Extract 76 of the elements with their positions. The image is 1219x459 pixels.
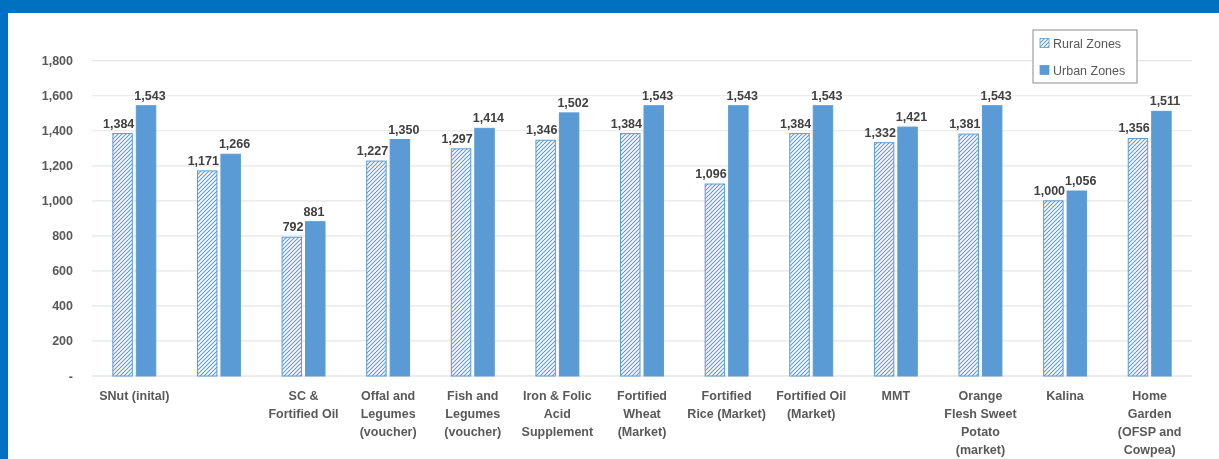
x-tick-label: SNut (inital) — [99, 389, 170, 403]
y-tick-label: 1,800 — [41, 54, 74, 69]
x-tick-label: Orange Flesh Sweet Potato (market) — [944, 389, 1018, 457]
data-label: 1,543 — [642, 88, 674, 103]
data-label: 1,384 — [779, 116, 812, 131]
x-tick-label: SC & Fortified Oil — [268, 389, 339, 421]
bar — [366, 160, 387, 377]
bar — [135, 105, 157, 377]
y-tick-label: 1,400 — [41, 124, 74, 139]
data-label: 881 — [303, 204, 325, 219]
x-tick-label: Fortified Wheat (Market) — [617, 389, 667, 439]
data-label: 1,266 — [218, 137, 251, 152]
data-label: 1,056 — [1065, 174, 1097, 189]
bar — [220, 153, 241, 377]
bar — [1043, 200, 1064, 377]
legend-label: Rural Zones — [1053, 36, 1122, 51]
bar — [1151, 110, 1172, 377]
x-tick-label: Iron & Folic Acid Supplement — [521, 389, 594, 439]
x-tick-label: Fish and Legumes (voucher) — [444, 389, 502, 439]
data-label: 1,511 — [1149, 94, 1181, 109]
bar — [1066, 190, 1088, 377]
bar — [389, 139, 411, 377]
data-label: 1,227 — [356, 144, 389, 159]
data-label: 1,384 — [103, 116, 135, 131]
bar — [450, 148, 472, 377]
bar — [1127, 137, 1149, 377]
x-tick-label: Fortified Oil (Market) — [776, 389, 847, 421]
data-label: 1,543 — [134, 88, 166, 103]
y-tick-label: 600 — [52, 264, 74, 279]
bar — [620, 133, 641, 377]
data-label: 1,543 — [811, 88, 843, 103]
y-tick-label: - — [68, 369, 73, 384]
y-tick-label: 200 — [52, 334, 74, 349]
bar — [281, 236, 303, 377]
bar — [704, 183, 726, 377]
data-label: 1,543 — [726, 88, 758, 103]
data-label: 1,356 — [1118, 121, 1150, 136]
y-tick-label: 1,200 — [41, 159, 74, 174]
data-label: 1,297 — [441, 131, 473, 146]
data-label: 1,171 — [187, 153, 219, 168]
y-tick-label: 1,000 — [41, 194, 74, 209]
bar — [643, 105, 664, 377]
data-label: 1,543 — [980, 88, 1012, 103]
x-tick-label: Fortified Rice (Market) — [687, 389, 766, 421]
data-label: 1,414 — [472, 111, 505, 126]
bar — [812, 105, 834, 377]
data-label: 1,332 — [864, 125, 896, 140]
x-tick-label: Offal and Legumes (voucher) — [359, 389, 417, 439]
x-tick-label: Home Garden (OFSP and Cowpea) — [1117, 389, 1182, 457]
y-tick-label: 800 — [52, 229, 74, 244]
bar — [558, 112, 580, 377]
bar — [535, 139, 556, 377]
legend-label: Urban Zones — [1053, 63, 1126, 78]
bar — [897, 126, 918, 377]
data-label: 1,381 — [949, 117, 981, 132]
bar — [474, 127, 495, 377]
data-label: 1,421 — [895, 110, 928, 125]
data-label: 1,000 — [1033, 183, 1066, 198]
data-label: 1,096 — [695, 167, 727, 182]
bar — [728, 105, 749, 377]
bar — [305, 221, 326, 377]
bar — [958, 133, 979, 377]
x-tick-label: Kalina — [1046, 389, 1085, 403]
bar — [981, 105, 1003, 377]
bar — [789, 133, 810, 377]
data-label: 792 — [282, 220, 304, 235]
y-tick-label: 1,600 — [41, 89, 74, 104]
x-tick-label: MMT — [881, 389, 911, 403]
bar — [196, 170, 218, 377]
bar — [873, 142, 895, 377]
data-label: 1,350 — [388, 122, 420, 137]
data-label: 1,346 — [526, 123, 558, 138]
y-tick-label: 400 — [52, 299, 74, 314]
data-label: 1,384 — [610, 116, 643, 131]
bar — [112, 133, 133, 377]
data-label: 1,502 — [557, 95, 589, 110]
